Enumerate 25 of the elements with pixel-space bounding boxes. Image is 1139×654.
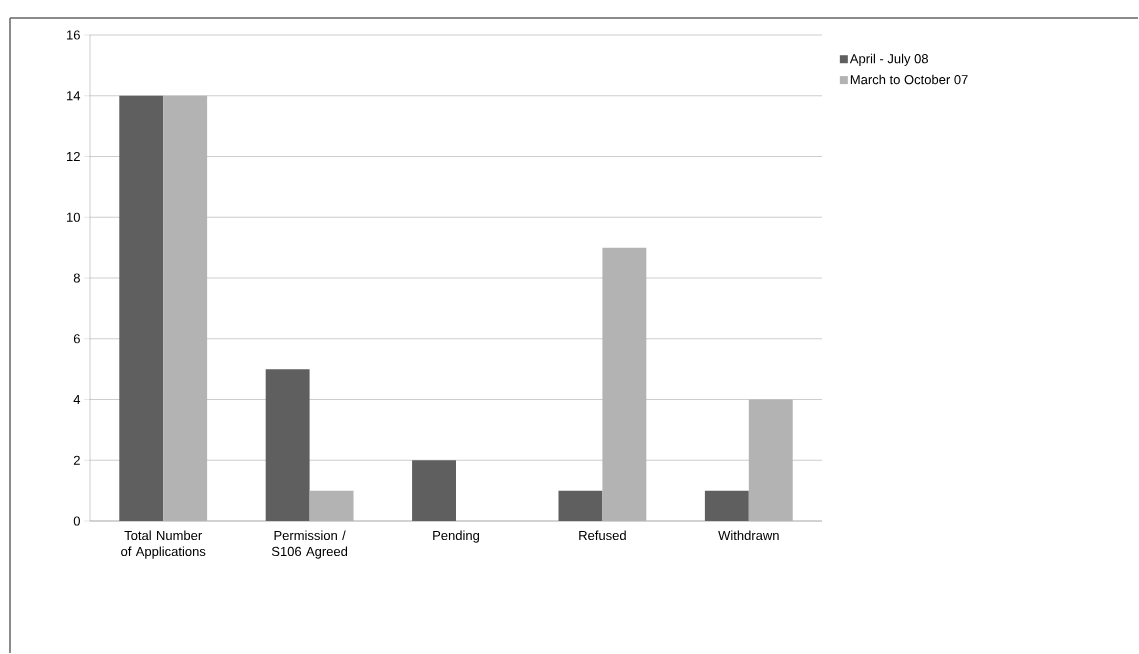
y-tick-label: 4 (73, 395, 81, 404)
y-tick-label: 10 (67, 212, 80, 222)
x-tick-label: Refused (579, 530, 626, 541)
y-tick-label: 8 (73, 273, 80, 283)
x-tick-label: Withdrawn (718, 530, 779, 541)
y-tick-label: 0 (73, 516, 80, 526)
x-tick-label: Pending (433, 530, 480, 543)
bar (704, 490, 749, 522)
bar (558, 490, 603, 522)
bar (412, 460, 456, 522)
bar (602, 247, 647, 522)
bar (265, 369, 310, 522)
bar (163, 95, 208, 522)
bar (748, 399, 793, 522)
x-tick-label: Total Number of Applications (121, 530, 206, 559)
x-tick-label: Permission / S106 Agreed (271, 530, 348, 559)
bar (309, 490, 354, 522)
y-tick-label: 2 (73, 455, 80, 465)
y-tick-label: 6 (73, 334, 80, 344)
y-tick-label: 16 (67, 30, 80, 40)
legend-label: March to October 07 (850, 74, 968, 85)
y-tick-label: 12 (67, 151, 80, 162)
bar (119, 95, 164, 522)
legend-label: April - July 08 (849, 53, 928, 66)
y-tick-label: 14 (67, 91, 81, 101)
